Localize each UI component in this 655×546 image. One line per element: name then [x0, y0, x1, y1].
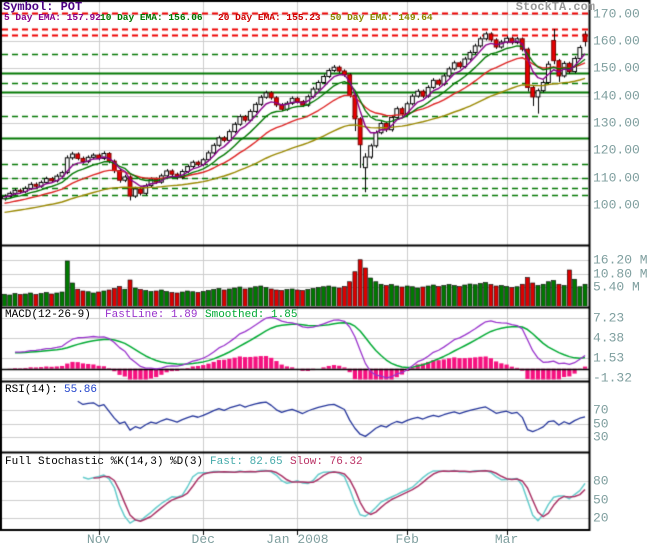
volume-axis-label: 16.20 M: [593, 252, 648, 268]
price-axis-label: 130.00: [593, 115, 640, 131]
price-axis-label: 150.00: [593, 60, 640, 76]
macd-axis-label: -1.32: [593, 370, 633, 386]
stochastic-title: Full Stochastic %K(14,3) %D(3): [5, 456, 204, 468]
price-axis-label: 100.00: [593, 197, 640, 213]
stochastic-axis-label: 20: [593, 510, 609, 526]
legend-ema10: 10 Day EMA: 156.06: [100, 12, 203, 23]
price-axis-label: 170.00: [593, 6, 640, 22]
legend-ema50: 50 Day EMA: 149.64: [330, 12, 433, 23]
month-label: Dec: [191, 532, 215, 546]
price-axis-label: 140.00: [593, 88, 640, 104]
rsi-title: RSI(14):: [5, 384, 58, 396]
macd-axis-label: 1.53: [593, 350, 625, 366]
rsi-axis-label: 70: [593, 402, 609, 418]
legend-ema5: 5 Day EMA: 157.92: [4, 12, 101, 23]
month-label: Nov: [86, 532, 111, 546]
legend-ema20: 20 Day EMA: 155.23: [218, 12, 321, 23]
volume-axis-label: 10.80 M: [593, 266, 648, 281]
symbol-label: Symbol: POT: [3, 0, 83, 14]
stochastic-fast-value: Fast: 82.65: [210, 456, 283, 468]
rsi-value: 55.86: [64, 384, 98, 396]
month-label: Mar: [494, 532, 519, 546]
macd-smoothed-value: Smoothed: 1.85: [205, 309, 298, 321]
rsi-axis-label: 30: [593, 429, 609, 445]
macd-title: MACD(12-26-9): [5, 309, 91, 321]
rsi-axis-label: 50: [593, 416, 609, 431]
stochastic-slow-value: Slow: 76.32: [290, 456, 363, 468]
month-label: Jan 2008: [266, 532, 329, 546]
macd-axis-label: 7.23: [593, 310, 625, 326]
stochastic-axis-label: 50: [593, 492, 609, 507]
price-axis-label: 160.00: [593, 33, 640, 49]
stockta-logo[interactable]: StockTA.com: [515, 0, 595, 14]
macd-fastline-value: FastLine: 1.89: [105, 309, 198, 321]
price-axis-label: 120.00: [593, 142, 640, 158]
stochastic-axis-label: 80: [593, 473, 609, 489]
price-axis-label: 110.00: [593, 170, 640, 185]
macd-axis-label: 4.38: [593, 330, 625, 346]
month-label: Feb: [395, 532, 419, 546]
volume-axis-label: 5.40 M: [593, 279, 640, 295]
